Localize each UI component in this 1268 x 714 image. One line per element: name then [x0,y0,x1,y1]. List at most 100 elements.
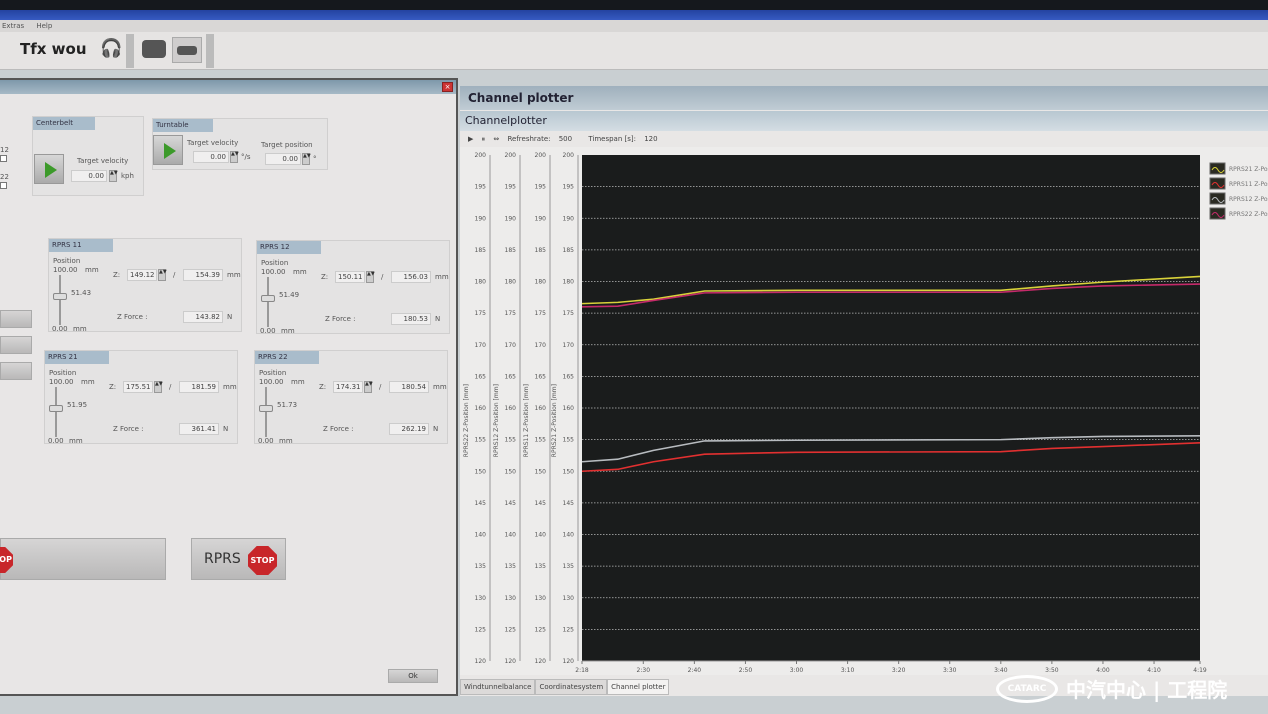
turntable-velocity-input[interactable]: 0.00 [193,151,229,163]
position-slider[interactable] [59,275,61,325]
x-tick-label: 2:30 [637,667,651,674]
y-tick-label: 190 [475,215,487,222]
x-tick-label: 3:40 [994,667,1008,674]
side-button[interactable] [0,310,32,328]
refresh-value[interactable]: 500 [558,135,573,143]
y-tick-label: 165 [535,373,547,380]
x-tick-label: 2:18 [575,667,589,674]
side-button[interactable] [0,362,32,380]
timespan-value[interactable]: 120 [644,135,658,143]
spinner[interactable]: ▲▼ [109,170,118,182]
y-tick-label: 160 [563,405,575,412]
side-button[interactable] [0,336,32,354]
slider-thumb[interactable] [259,405,273,412]
y-tick-label: 135 [475,563,487,570]
channel-chart: RPRS22 Z-Position [mm] 200 195 190 185 180 175… [463,152,1268,674]
position-slider[interactable] [267,277,269,327]
x-tick-label: 2:50 [739,667,753,674]
y-tick-label: 175 [563,310,575,317]
z-setpoint-input[interactable]: 150.11 [335,271,365,283]
rprs-stop-button[interactable]: RPRS STOP [191,538,286,580]
camera-icon[interactable] [142,40,166,58]
y-tick-label: 125 [563,626,575,633]
checkbox-label: 22 [0,173,9,181]
stop-all-button[interactable]: STOP [0,538,166,580]
group-title: RPRS 11 [49,239,113,252]
y-tick-label: 125 [505,626,517,633]
y-tick-label: 165 [475,373,487,380]
force-label: Z Force : [113,425,144,433]
force-label: Z Force : [117,313,148,321]
y-tick-label: 195 [505,184,517,191]
x-tick-label: 4:19 [1193,667,1207,674]
tab-channel-plotter[interactable]: Channel plotter [607,679,670,695]
tab-coordinatesystem[interactable]: Coordinatesystem [535,679,608,695]
y-tick-label: 160 [535,405,547,412]
x-tick-label: 3:20 [892,667,906,674]
z-setpoint-input[interactable]: 174.31 [333,381,363,393]
tfx-button[interactable]: Tfx wou [20,40,87,58]
y-tick-label: 145 [563,500,575,507]
unit: mm [223,383,237,391]
menu-extras[interactable]: Extras [2,22,25,30]
y-tick-label: 140 [475,532,487,539]
label: Target velocity [187,139,239,147]
checkbox[interactable] [0,182,7,189]
y-tick-label: 195 [475,184,487,191]
spinner[interactable]: ▲▼ [158,269,167,281]
unit: N [435,315,441,323]
series-line-0 [581,275,1201,305]
y-tick-label: 130 [535,595,547,602]
play-icon[interactable]: ▶ [468,135,474,143]
legend-label: RPRS11 Z-Pos [1229,181,1268,188]
spinner[interactable]: ▲▼ [154,381,163,393]
close-icon[interactable]: × [442,82,453,92]
y-tick-label: 125 [535,626,547,633]
group-title: Centerbelt [33,117,95,130]
slider-thumb[interactable] [261,295,275,302]
checkbox[interactable] [0,155,7,162]
spinner[interactable]: ▲▼ [230,151,239,163]
unit: mm [69,437,83,445]
z-setpoint-input[interactable]: 175.51 [123,381,153,393]
z-actual-value: 154.39 [183,269,223,281]
z-setpoint-input[interactable]: 149.12 [127,269,157,281]
turntable-play-button[interactable] [153,135,183,165]
y-tick-label: 185 [563,247,575,254]
menu-help[interactable]: Help [36,22,53,30]
spinner[interactable]: ▲▼ [366,271,375,283]
z-actual-value: 181.59 [179,381,219,393]
y-tick-label: 175 [475,310,487,317]
z-actual-value: 156.03 [391,271,431,283]
y-tick-label: 120 [475,658,487,665]
group-title: RPRS 21 [45,351,109,364]
window-title: Channel plotter [460,86,1268,110]
zoom-fit-icon[interactable]: ⇔ [493,135,500,143]
min-value: 0.00 [48,437,64,445]
centerbelt-play-button[interactable] [34,154,64,184]
centerbelt-velocity-input[interactable]: 0.00 [71,170,107,182]
group-title: RPRS 12 [257,241,321,254]
slider-thumb[interactable] [53,293,67,300]
pause-icon[interactable]: ⏸ [481,135,486,143]
x-tick-label: 3:00 [790,667,804,674]
refresh-label: Refreshrate: [507,135,551,143]
tab-windtunnelbalance[interactable]: Windtunnelbalance [460,679,536,695]
position-slider[interactable] [265,387,267,437]
rprs-group: RPRS 11 Position 100.00 mm 51.43 0.00 mm… [48,238,242,333]
spinner[interactable]: ▲▼ [364,381,373,393]
position-slider[interactable] [55,387,57,437]
turntable-position-input[interactable]: 0.00 [265,153,301,165]
panel-title: Channelplotter [460,111,1268,131]
legend-wave-icon [1211,182,1225,188]
car-icon[interactable] [172,37,202,63]
plot-area: RPRS22 Z-Position [mm] 200 195 190 185 180 175… [460,147,1268,675]
spinner[interactable]: ▲▼ [302,153,311,165]
y-tick-label: 130 [563,595,575,602]
headphones-icon[interactable]: 🎧 [100,38,123,59]
y-tick-label: 190 [505,215,517,222]
ok-button[interactable]: Ok [388,669,438,683]
y-tick-label: 160 [505,405,517,412]
slider-thumb[interactable] [49,405,63,412]
max-value: 100.00 [259,378,284,386]
